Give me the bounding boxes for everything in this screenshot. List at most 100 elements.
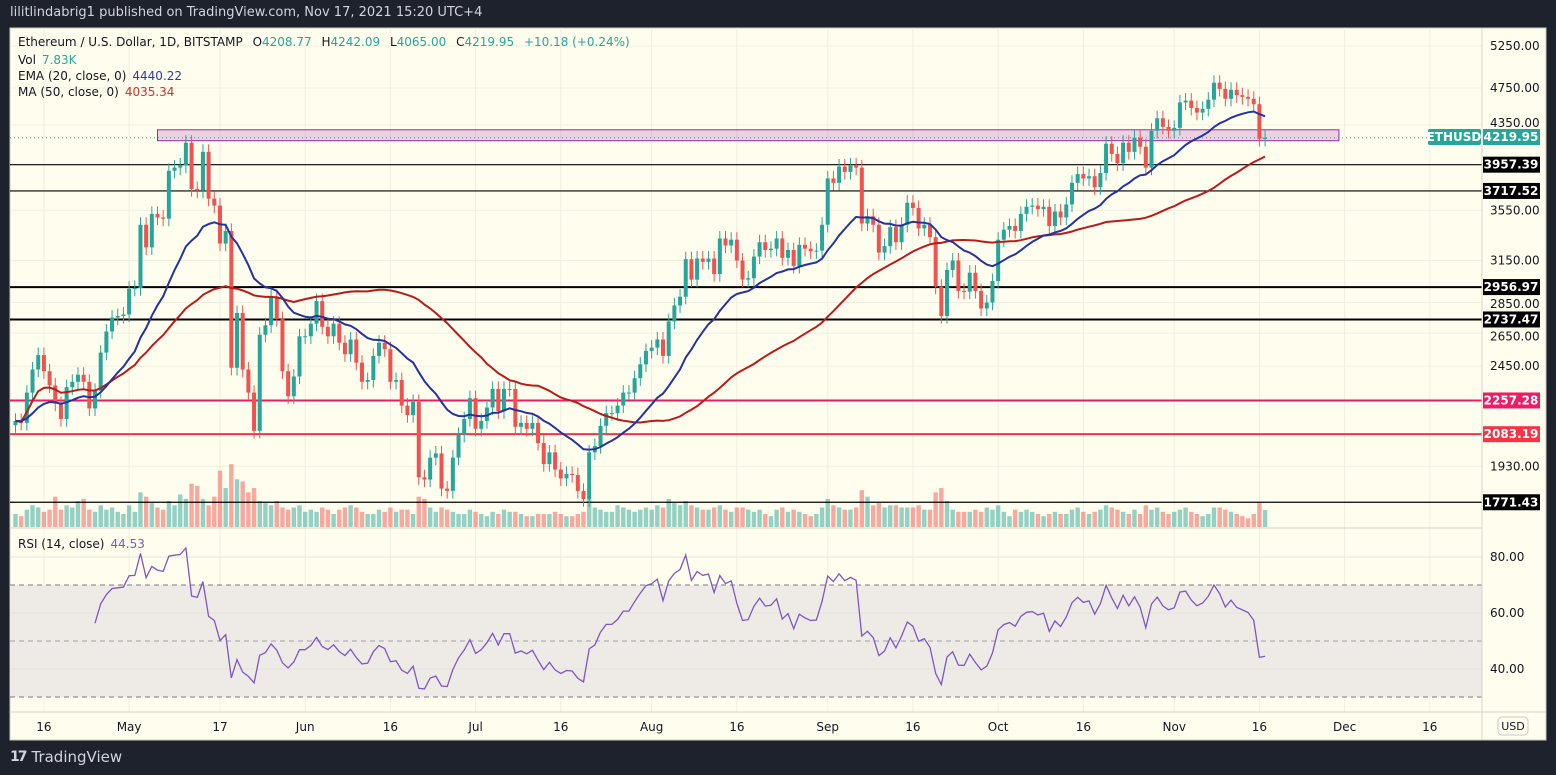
level-label: 2083.19 xyxy=(1484,427,1539,441)
candle-body xyxy=(354,339,359,363)
volume-bar xyxy=(791,509,796,527)
candle-body xyxy=(314,301,319,324)
rsi-tick-label: 80.00 xyxy=(1490,550,1524,564)
volume-bar xyxy=(876,503,882,527)
time-tick-label: Jun xyxy=(295,720,315,734)
candle-body xyxy=(246,369,251,393)
candle-body xyxy=(422,477,427,480)
candle-body xyxy=(467,398,472,419)
candle-body xyxy=(274,296,279,320)
legend-line-1: Ethereum / U.S. Dollar, 1D, BITSTAMP O42… xyxy=(18,35,630,49)
candle-body xyxy=(734,239,739,261)
volume-bar xyxy=(916,505,921,527)
candle-body xyxy=(632,378,637,393)
volume-bar xyxy=(882,507,887,527)
volume-bar xyxy=(865,496,870,527)
candle-body xyxy=(933,237,938,287)
candle-body xyxy=(479,420,484,429)
footer-brand[interactable]: TradingView xyxy=(31,748,123,766)
candle-body xyxy=(371,355,376,381)
level-label: 2956.97 xyxy=(1484,280,1539,294)
time-tick-label: 16 xyxy=(905,720,920,734)
volume-bar xyxy=(1132,509,1137,527)
candle-body xyxy=(223,230,228,244)
candle-body xyxy=(837,166,842,183)
volume-bar xyxy=(870,505,876,527)
level-label: 2737.47 xyxy=(1484,312,1539,326)
volume-bar xyxy=(711,507,717,527)
candle-body xyxy=(1069,182,1074,205)
price-tick-label: 4350.00 xyxy=(1490,116,1540,130)
volume-bar xyxy=(973,509,978,527)
close-value: 4219.95 xyxy=(464,35,514,49)
candle-body xyxy=(496,388,501,412)
candle-body xyxy=(473,398,478,429)
candle-body xyxy=(774,238,779,249)
volume-bar xyxy=(1058,514,1063,527)
candle-body xyxy=(189,142,194,189)
volume-bar xyxy=(24,509,30,527)
candle-body xyxy=(1246,96,1251,99)
volume-bar xyxy=(552,511,558,527)
volume-bar xyxy=(178,494,183,527)
volume-bar xyxy=(444,509,450,527)
candle-body xyxy=(927,224,932,238)
candle-body xyxy=(359,362,364,382)
candle-body xyxy=(382,342,387,350)
time-tick-label: 16 xyxy=(729,720,744,734)
volume-bar xyxy=(1120,511,1126,527)
axis-labels: 16 May 17 Jun 16 Jul 16 Aug 16 Sep 16 Oct 16 Nov 16 Dec… xyxy=(36,39,1539,734)
volume-bar xyxy=(1257,503,1262,527)
currency-button[interactable] xyxy=(1497,716,1529,736)
candle-body xyxy=(1240,95,1245,97)
candle-body xyxy=(439,453,444,489)
volume-bar xyxy=(416,496,421,527)
volume-bar xyxy=(291,507,297,527)
volume-bar xyxy=(609,511,615,527)
candle-body xyxy=(98,352,103,391)
publish-info: lilitlindabrig1 published on TradingView… xyxy=(10,5,483,20)
candle-body xyxy=(882,246,887,253)
price-tick-label: 2450.00 xyxy=(1490,359,1540,373)
candle-body xyxy=(144,224,149,248)
volume-bar xyxy=(621,507,626,527)
volume-bar xyxy=(1211,507,1217,527)
volume-bar xyxy=(978,511,984,527)
candle-body xyxy=(70,381,75,388)
volume-bar xyxy=(950,509,955,527)
volume-bar xyxy=(626,509,632,527)
candle-body xyxy=(848,165,853,172)
volume-bar xyxy=(13,514,18,527)
volume-bar xyxy=(1018,511,1024,527)
candle-body xyxy=(13,420,18,426)
volume-bar xyxy=(513,511,518,527)
volume-bar xyxy=(632,511,637,527)
candle-body xyxy=(808,248,813,252)
candle-body xyxy=(876,224,881,253)
candle-body xyxy=(286,371,291,397)
volume-bar xyxy=(1189,511,1194,527)
candle-body xyxy=(411,401,416,416)
volume-bar xyxy=(677,505,683,527)
volume-bar xyxy=(666,498,671,527)
volume-bar xyxy=(797,511,802,527)
volume-bar xyxy=(388,507,393,527)
volume-bar xyxy=(30,505,35,527)
volume-bar xyxy=(473,511,478,527)
volume-bar xyxy=(1223,509,1228,527)
volume-bar xyxy=(1035,514,1041,527)
candle-body xyxy=(1041,206,1046,210)
volume-bar xyxy=(848,509,853,527)
candle-body xyxy=(712,258,717,275)
candle-body xyxy=(979,290,984,309)
candle-body xyxy=(161,217,166,219)
volume-bar xyxy=(1206,514,1211,527)
legend-ema: EMA (20, close, 0) 4440.22 xyxy=(18,69,182,83)
volume-bar xyxy=(450,511,456,527)
candle-body xyxy=(791,249,796,266)
candle-body xyxy=(990,281,995,303)
volume-bar xyxy=(507,511,512,527)
volume-bar xyxy=(706,509,711,527)
volume-bar xyxy=(479,514,484,527)
